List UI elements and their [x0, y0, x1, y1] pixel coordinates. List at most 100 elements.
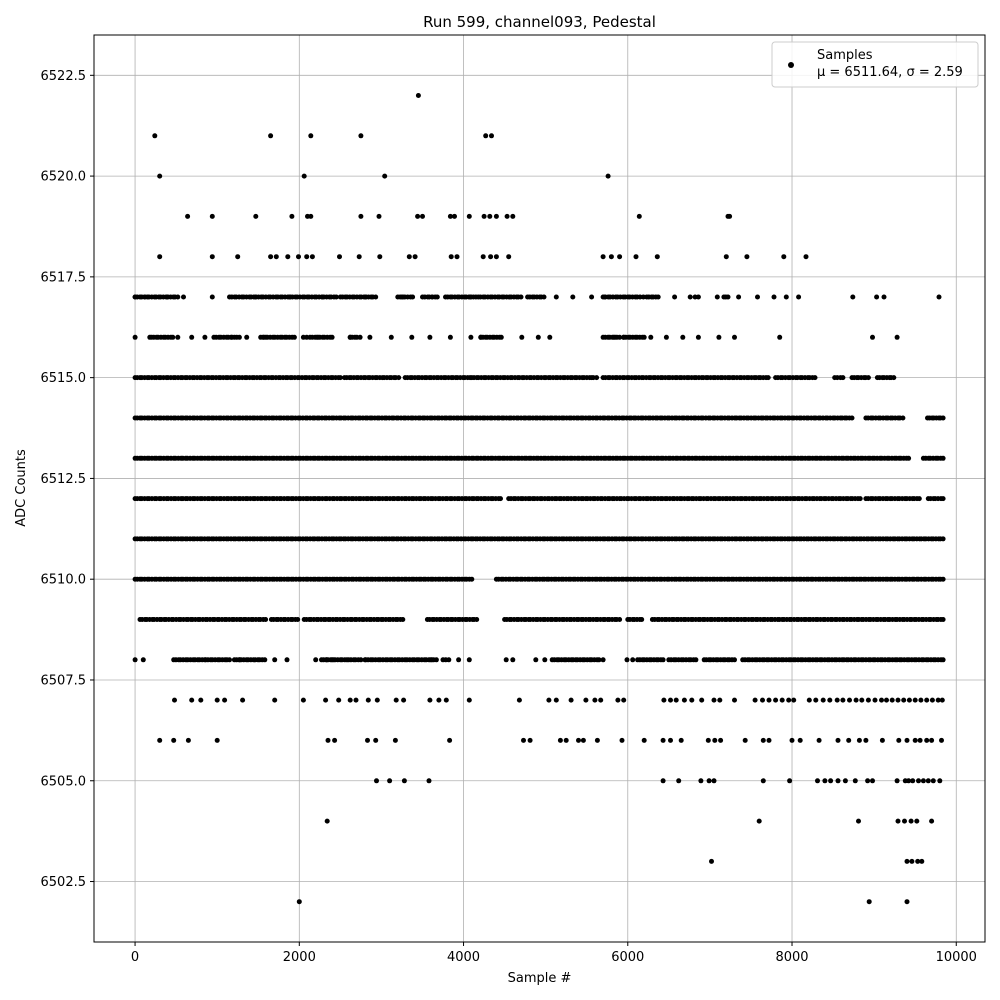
- data-point: [828, 778, 834, 784]
- data-point: [894, 334, 900, 340]
- data-point: [705, 737, 711, 743]
- data-point: [699, 697, 705, 703]
- data-point: [557, 737, 563, 743]
- data-point: [630, 657, 636, 663]
- data-point: [420, 213, 425, 219]
- data-point: [617, 334, 623, 340]
- data-point: [308, 133, 314, 139]
- data-point: [925, 778, 931, 784]
- data-point: [466, 213, 472, 219]
- data-point: [308, 213, 314, 219]
- data-point: [493, 213, 499, 219]
- data-point: [917, 737, 923, 743]
- data-point: [859, 697, 865, 703]
- data-point: [914, 818, 920, 824]
- data-point: [594, 737, 600, 743]
- data-point: [466, 657, 472, 663]
- data-point: [589, 294, 595, 300]
- data-point: [535, 334, 541, 340]
- data-point: [930, 778, 936, 784]
- data-point: [333, 294, 339, 300]
- data-point: [600, 657, 606, 663]
- data-point: [272, 697, 278, 703]
- legend-box: [771, 41, 979, 88]
- data-point: [687, 294, 693, 300]
- data-point: [337, 254, 342, 260]
- data-point: [436, 697, 442, 703]
- data-point: [568, 697, 574, 703]
- data-point: [358, 133, 364, 139]
- data-point: [940, 536, 946, 542]
- data-point: [410, 294, 416, 300]
- data-point: [619, 737, 625, 743]
- data-point: [906, 697, 912, 703]
- data-point: [908, 818, 914, 824]
- data-point: [296, 254, 301, 260]
- data-point: [313, 657, 319, 663]
- data-point: [865, 697, 871, 703]
- data-point: [454, 254, 460, 260]
- data-point: [789, 737, 795, 743]
- chart-title: Run 599, channel093, Pedestal: [423, 13, 656, 31]
- data-point: [822, 778, 828, 784]
- data-point: [678, 737, 684, 743]
- data-point: [518, 294, 524, 300]
- data-point: [668, 737, 673, 743]
- plot-frame: [93, 34, 986, 943]
- data-point: [712, 737, 718, 743]
- data-point: [760, 778, 766, 784]
- data-point: [912, 737, 918, 743]
- y-tick-label: 6522.5: [41, 69, 87, 84]
- data-point: [400, 617, 406, 622]
- data-point: [786, 697, 792, 703]
- data-point: [332, 737, 338, 743]
- data-point: [553, 697, 559, 703]
- data-point: [900, 415, 906, 421]
- data-point: [755, 294, 760, 300]
- data-point: [157, 254, 163, 260]
- data-point: [354, 334, 360, 340]
- data-point: [920, 778, 926, 784]
- data-point: [367, 334, 373, 340]
- data-point: [291, 334, 297, 340]
- data-point: [856, 737, 862, 743]
- data-point: [910, 778, 916, 784]
- data-point: [570, 294, 576, 300]
- legend: Samples μ = 6511.64, σ = 2.59: [771, 41, 979, 88]
- data-point: [468, 334, 474, 340]
- data-point: [262, 657, 268, 663]
- data-point: [296, 899, 302, 905]
- data-point: [879, 737, 885, 743]
- data-point: [752, 697, 758, 703]
- data-point: [498, 334, 504, 340]
- data-point: [787, 778, 793, 784]
- data-point: [706, 778, 712, 784]
- data-point: [576, 737, 581, 743]
- data-point: [940, 617, 946, 622]
- data-point: [456, 657, 462, 663]
- data-point: [592, 697, 598, 703]
- data-point: [373, 737, 379, 743]
- data-point: [202, 334, 208, 340]
- data-point: [936, 294, 942, 300]
- data-point: [846, 737, 852, 743]
- data-point: [803, 254, 809, 260]
- data-point: [668, 697, 673, 703]
- data-point: [448, 254, 454, 260]
- data-point: [393, 697, 399, 703]
- data-point: [815, 778, 820, 784]
- legend-label: Samples: [817, 48, 873, 63]
- legend-marker: [788, 62, 794, 68]
- data-point: [660, 778, 666, 784]
- data-point: [596, 657, 602, 663]
- data-point: [870, 334, 875, 340]
- data-point: [415, 213, 421, 219]
- y-tick-label: 6520.0: [41, 170, 87, 185]
- data-point: [446, 657, 452, 663]
- data-point: [689, 697, 695, 703]
- data-point: [695, 294, 701, 300]
- data-point: [388, 334, 394, 340]
- data-point: [680, 334, 686, 340]
- data-point: [605, 173, 611, 179]
